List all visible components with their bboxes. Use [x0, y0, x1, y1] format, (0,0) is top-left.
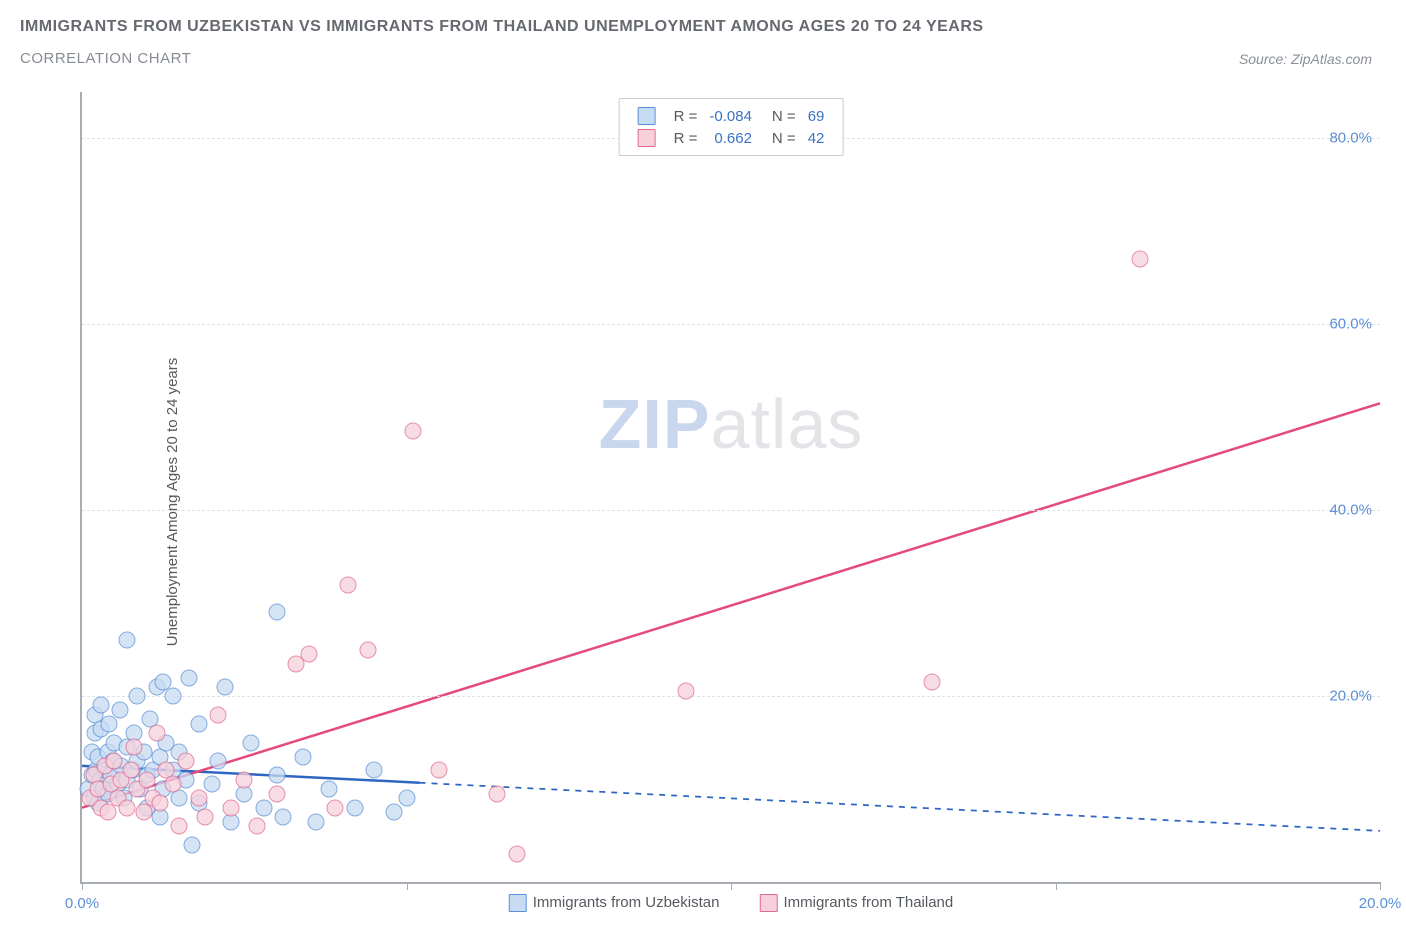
grid-line [82, 510, 1380, 511]
data-point [359, 641, 376, 658]
stats-row: R =0.662N =42 [632, 127, 831, 149]
subtitle-row: CORRELATION CHART Source: ZipAtlas.com [20, 50, 1386, 67]
legend-label: Immigrants from Thailand [783, 894, 953, 911]
x-tick-label: 20.0% [1359, 895, 1402, 912]
grid-line [82, 696, 1380, 697]
data-point [242, 734, 259, 751]
data-point [385, 804, 402, 821]
data-point [489, 785, 506, 802]
y-tick-label: 40.0% [1329, 502, 1372, 519]
data-point [210, 753, 227, 770]
chart-container: Unemployment Among Ages 20 to 24 years Z… [28, 92, 1388, 912]
data-point [1131, 251, 1148, 268]
stat-value-r: 0.662 [703, 127, 758, 149]
data-point [307, 813, 324, 830]
data-point [111, 702, 128, 719]
data-point [184, 836, 201, 853]
data-point [327, 799, 344, 816]
watermark-right: atlas [711, 385, 864, 463]
data-point [294, 748, 311, 765]
header: IMMIGRANTS FROM UZBEKISTAN VS IMMIGRANTS… [0, 0, 1406, 73]
data-point [122, 762, 139, 779]
legend-swatch [638, 129, 656, 147]
data-point [249, 818, 266, 835]
chart-title: IMMIGRANTS FROM UZBEKISTAN VS IMMIGRANTS… [20, 18, 1386, 36]
data-point [508, 846, 525, 863]
y-tick-label: 60.0% [1329, 316, 1372, 333]
source-label: Source: ZipAtlas.com [1239, 51, 1386, 67]
data-point [430, 762, 447, 779]
stat-label-n: N = [758, 105, 802, 127]
x-tick [407, 882, 408, 890]
legend-swatch [638, 107, 656, 125]
data-point [301, 646, 318, 663]
watermark: ZIPatlas [599, 384, 864, 464]
data-point [677, 683, 694, 700]
data-point [129, 688, 146, 705]
legend-item: Immigrants from Thailand [759, 894, 953, 912]
stat-label-n: N = [758, 127, 802, 149]
legend-swatch [509, 894, 527, 912]
data-point [93, 697, 110, 714]
data-point [366, 762, 383, 779]
data-point [151, 795, 168, 812]
data-point [398, 790, 415, 807]
data-point [190, 716, 207, 733]
stat-label-r: R = [668, 105, 704, 127]
grid-line [82, 324, 1380, 325]
data-point [268, 604, 285, 621]
data-point [268, 767, 285, 784]
watermark-left: ZIP [599, 385, 711, 463]
data-point [125, 739, 142, 756]
data-point [148, 725, 165, 742]
x-tick [1056, 882, 1057, 890]
stat-value-n: 42 [802, 127, 831, 149]
data-point [164, 776, 181, 793]
trend-line-dashed [419, 783, 1380, 831]
legend-item: Immigrants from Uzbekistan [509, 894, 720, 912]
data-point [197, 808, 214, 825]
x-tick [82, 882, 83, 890]
data-point [171, 818, 188, 835]
data-point [138, 771, 155, 788]
data-point [404, 423, 421, 440]
data-point [177, 753, 194, 770]
data-point [268, 785, 285, 802]
series-legend: Immigrants from Uzbekistan Immigrants fro… [509, 894, 954, 912]
data-point [190, 790, 207, 807]
stat-value-n: 69 [802, 105, 831, 127]
stats-row: R =-0.084N =69 [632, 105, 831, 127]
data-point [119, 632, 136, 649]
data-point [164, 688, 181, 705]
data-point [340, 576, 357, 593]
x-tick-label: 0.0% [65, 895, 99, 912]
data-point [203, 776, 220, 793]
data-point [255, 799, 272, 816]
y-tick-label: 80.0% [1329, 130, 1372, 147]
data-point [320, 781, 337, 798]
data-point [223, 799, 240, 816]
data-point [924, 674, 941, 691]
data-point [275, 808, 292, 825]
data-point [210, 706, 227, 723]
stat-label-r: R = [668, 127, 704, 149]
data-point [236, 771, 253, 788]
x-tick [731, 882, 732, 890]
trend-lines-layer [82, 92, 1380, 882]
chart-subtitle: CORRELATION CHART [20, 50, 191, 67]
data-point [119, 799, 136, 816]
stats-legend: R =-0.084N =69R =0.662N =42 [619, 98, 844, 156]
y-tick-label: 20.0% [1329, 688, 1372, 705]
data-point [181, 669, 198, 686]
legend-label: Immigrants from Uzbekistan [533, 894, 720, 911]
data-point [101, 716, 118, 733]
stat-value-r: -0.084 [703, 105, 758, 127]
data-point [346, 799, 363, 816]
x-tick [1380, 882, 1381, 890]
plot-area: ZIPatlas R =-0.084N =69R =0.662N =42 Imm… [80, 92, 1380, 884]
data-point [106, 753, 123, 770]
data-point [216, 678, 233, 695]
legend-swatch [759, 894, 777, 912]
